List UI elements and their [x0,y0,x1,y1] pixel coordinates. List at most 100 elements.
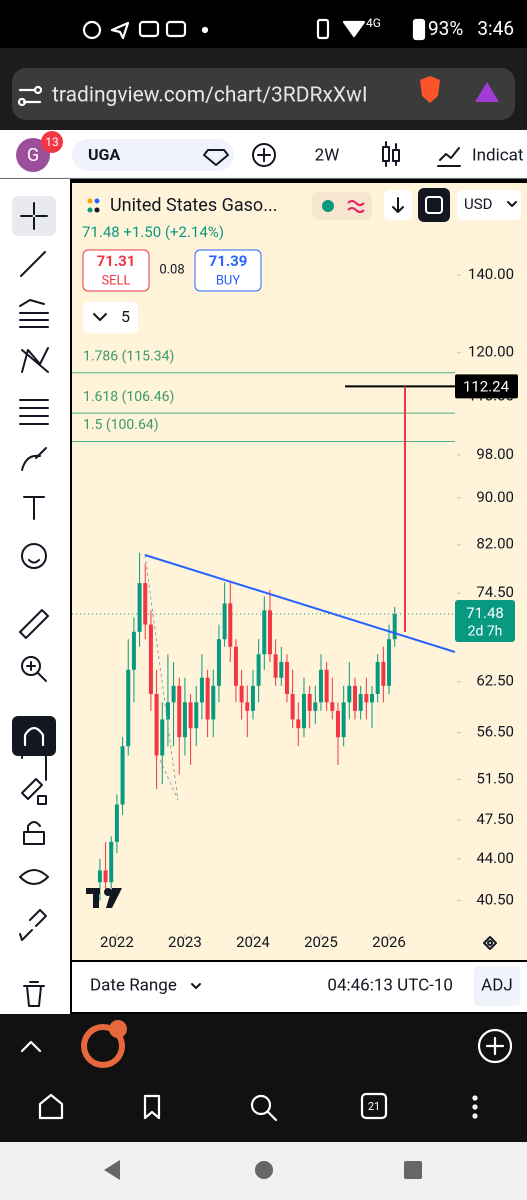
tools[interactable] [19,202,49,1007]
icon-part[interactable] [472,1095,478,1101]
icon-part[interactable] [19,609,49,639]
y-tick-label: 120.00 [468,343,514,361]
status-pill[interactable] [312,192,372,220]
y-tick-label: 56.50 [476,723,514,741]
x-tick-label: 2025 [304,933,338,951]
candle-body [301,694,306,729]
candle-body [137,583,142,632]
expand-button[interactable] [20,1040,42,1053]
y-tick-label: 62.50 [476,672,514,690]
candle-body [318,669,323,703]
icon-part[interactable] [19,299,49,328]
last-price-label: 71.48 [466,604,504,622]
icon-part[interactable] [472,1113,478,1119]
icon-part[interactable] [23,981,45,1007]
icon-part[interactable] [21,447,47,471]
icon-part[interactable] [360,1092,388,1120]
compare-button[interactable] [252,143,276,167]
icon-part [104,888,112,896]
icon-part[interactable] [33,85,43,95]
icon-part[interactable] [21,543,47,569]
buy-button[interactable] [194,249,262,292]
last-price-tag [455,600,515,643]
y-tick-label: 40.50 [476,891,514,909]
candle-body [131,631,136,670]
icon-part [93,888,99,908]
x-tick-label: 2022 [100,933,134,951]
fullscreen-button[interactable] [418,188,450,222]
icon-part[interactable] [28,559,40,564]
icon-part[interactable] [19,869,49,885]
magnet-icon[interactable] [23,726,45,747]
icon-part[interactable] [437,147,461,167]
tab-close[interactable] [109,1020,127,1038]
icon-part[interactable] [143,1094,161,1120]
candle-body [199,677,204,703]
icon-part[interactable] [487,940,493,946]
candle-body [239,685,244,703]
indicators[interactable]: Indicat [472,145,523,165]
nav-recents[interactable] [404,1161,422,1179]
nav-back[interactable] [104,1160,120,1180]
icon-part[interactable] [477,1028,513,1064]
icon-part[interactable] [21,778,47,805]
candle-body [160,719,165,756]
tv-logo [86,888,122,908]
sell-price: 71.31 [97,252,136,270]
icon-part[interactable] [21,656,41,676]
icon-part[interactable] [19,909,47,941]
candle-body [228,603,233,647]
settings-icon[interactable] [483,936,497,950]
browser-icons[interactable] [38,1028,513,1122]
brave-icon[interactable] [420,76,440,103]
avatar[interactable] [16,138,50,172]
layers-button[interactable] [83,302,138,333]
icon-part[interactable] [18,88,42,104]
indicators-icon[interactable] [437,147,461,167]
y-tick-label: 90.00 [476,488,514,506]
adj-button[interactable] [474,966,520,1006]
target-label: 112.24 [463,377,510,395]
icon-part[interactable] [385,141,397,167]
url-bar[interactable] [12,68,515,120]
currency-button[interactable] [457,190,521,220]
date-range[interactable]: Date Range [90,975,177,995]
icon-part[interactable] [250,1094,272,1116]
interval[interactable]: 2W [315,145,340,165]
icon-part[interactable] [257,148,271,162]
nav-home[interactable] [255,1161,273,1179]
candle-body [392,614,397,640]
icon-part[interactable] [26,661,47,682]
chart-type-button[interactable] [382,141,400,167]
site-settings-icon[interactable] [17,85,43,107]
rewards-icon[interactable] [475,82,499,102]
icon-part[interactable] [485,1036,505,1056]
url[interactable]: tradingview.com/chart/3RDRxXwI [52,84,368,108]
date-range-chevron [191,983,201,989]
sell-button[interactable] [82,249,150,292]
icon-part[interactable] [20,251,46,277]
icon-part[interactable] [38,1093,64,1120]
candle-body [279,661,284,678]
icon-part[interactable] [266,1110,278,1122]
icon-part[interactable] [17,97,27,107]
icon-part[interactable] [19,399,49,425]
icon-part[interactable] [20,202,48,230]
y-tick-label: 47.50 [476,810,514,828]
fib-label: 1.786 (115.34) [83,348,174,364]
icon-part[interactable] [23,821,45,845]
icon-part[interactable] [23,496,45,520]
icon-part[interactable] [483,936,497,950]
symbol-search[interactable] [72,139,234,171]
icon-part[interactable] [21,347,49,373]
y-tick-label: 44.00 [476,849,514,867]
icon-part[interactable] [472,1104,478,1110]
tab-thumb-inner [87,1030,119,1062]
plot: 140.00120.00110.0098.0090.0082.0074.5062… [72,265,518,951]
buy-label: BUY [216,273,241,288]
clock-timezone[interactable]: 04:46:13 UTC-10 [327,975,453,995]
icon-part[interactable] [252,143,276,167]
network-label: 4G [366,16,381,30]
diamond-icon[interactable] [203,149,229,166]
candle-body [171,685,176,703]
